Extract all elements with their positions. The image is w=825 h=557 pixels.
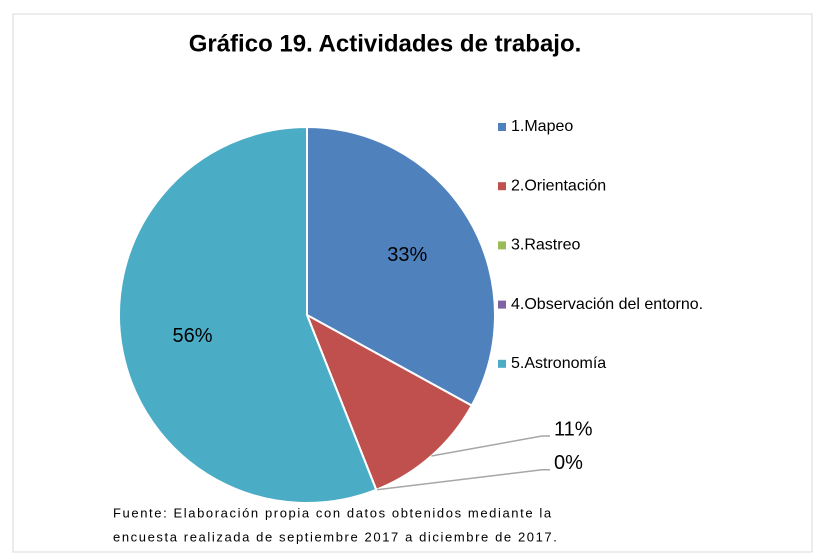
- legend-swatch: [498, 359, 506, 368]
- legend-label: 4.Observación del entorno.: [511, 296, 703, 313]
- chart-title: Gráfico 19. Actividades de trabajo.: [189, 30, 582, 57]
- leader-line: [376, 469, 550, 491]
- pie-slice: [305, 312, 474, 492]
- data-label: 33%: [387, 244, 427, 266]
- legend-swatch: [498, 241, 506, 250]
- legend-label: 3.Rastreo: [511, 237, 580, 254]
- legend-label: 5.Astronomía: [511, 355, 606, 372]
- data-label: 0%: [554, 452, 583, 474]
- pie-slice: [306, 125, 496, 407]
- data-label: 11%: [554, 418, 593, 440]
- legend-label: 1.Mapeo: [511, 118, 573, 135]
- data-label: 56%: [172, 325, 212, 347]
- leader-line: [431, 435, 550, 457]
- source-note: encuesta realizada de septiembre 2017 a …: [113, 529, 558, 544]
- pie-slice: [118, 125, 378, 504]
- legend-swatch: [498, 300, 506, 309]
- source-note: Fuente: Elaboración propia con datos obt…: [113, 505, 553, 520]
- legend-swatch: [498, 123, 506, 131]
- legend-label: 2.Orientación: [511, 177, 606, 194]
- legend-swatch: [498, 182, 506, 191]
